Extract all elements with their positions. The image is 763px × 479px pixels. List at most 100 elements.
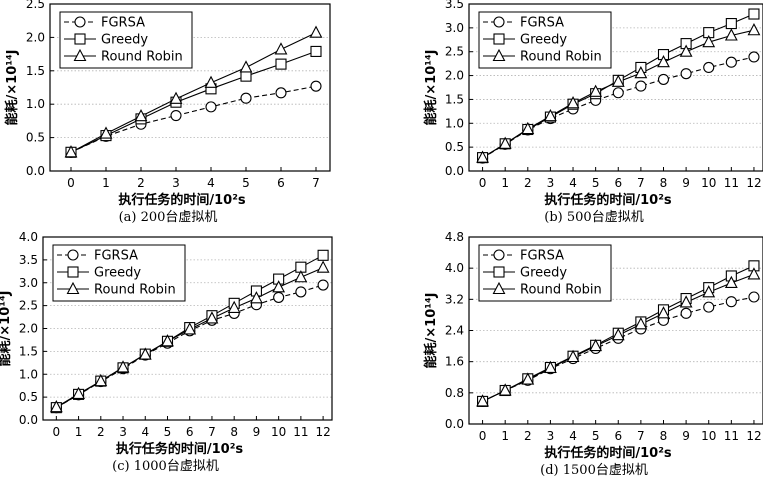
- x-tick-label: 3: [547, 429, 555, 443]
- x-tick-label: 12: [746, 429, 761, 443]
- y-tick-label: 1.5: [445, 92, 464, 106]
- data-point-fgrsa: [273, 291, 285, 303]
- y-tick-label: 2.5: [445, 45, 464, 59]
- data-point-round-robin: [498, 136, 512, 149]
- x-tick-label: 0: [479, 429, 487, 443]
- legend-marker: [67, 266, 79, 278]
- x-tick-label: 2: [524, 429, 532, 443]
- x-tick-label: 5: [242, 176, 250, 190]
- x-tick-label: 5: [592, 176, 600, 190]
- data-point-round-robin: [657, 55, 670, 68]
- x-tick-label: 2: [97, 425, 105, 439]
- data-point-fgrsa: [295, 286, 307, 298]
- y-tick-label: 3.0: [19, 276, 38, 290]
- legend-label: Round Robin: [101, 50, 183, 65]
- y-tick-label: 0.0: [445, 164, 464, 178]
- x-tick-label: 0: [479, 176, 487, 190]
- legend-marker: [74, 33, 86, 45]
- legend-marker: [493, 16, 505, 28]
- data-point-greedy: [317, 249, 329, 261]
- subplot-caption: (d) 1500台虚拟机: [540, 463, 648, 478]
- data-point-round-robin: [138, 347, 152, 360]
- data-point-round-robin: [521, 372, 535, 385]
- legend-marker: [67, 249, 79, 261]
- data-point-fgrsa: [317, 279, 329, 291]
- data-point-round-robin: [544, 108, 557, 122]
- data-point-fgrsa: [748, 291, 760, 303]
- legend: FGRSA Greedy Round Robin: [52, 244, 186, 302]
- data-point-round-robin: [134, 109, 148, 122]
- x-axis-title: 执行任务的时间/10²s: [116, 441, 244, 457]
- data-point-round-robin: [49, 400, 63, 413]
- legend-label: Greedy: [520, 33, 567, 48]
- y-tick-label: 3.5: [19, 253, 38, 267]
- data-point-round-robin: [64, 145, 78, 158]
- plot-frame: [49, 3, 331, 172]
- data-point-fgrsa: [680, 307, 692, 319]
- subplot-caption: (c) 1000台虚拟机: [112, 459, 219, 474]
- data-point-round-robin: [702, 285, 716, 298]
- x-tick-label: 1: [501, 429, 509, 443]
- data-point-round-robin: [679, 44, 693, 57]
- x-tick-label: 4: [569, 176, 577, 190]
- legend-label: Round Robin: [520, 50, 602, 65]
- data-point-greedy: [240, 70, 252, 82]
- series-line-fgrsa: [482, 296, 755, 402]
- x-tick-label: 10: [701, 176, 716, 190]
- data-point-round-robin: [747, 267, 761, 280]
- y-tick-label: 0.5: [26, 131, 45, 145]
- series-line-round-robin: [70, 32, 317, 153]
- data-point-fgrsa: [275, 87, 287, 99]
- x-tick-label: 11: [724, 429, 739, 443]
- data-point-round-robin: [724, 28, 738, 41]
- x-tick-label: 4: [569, 429, 577, 443]
- data-point-round-robin: [316, 260, 330, 273]
- data-point-round-robin: [204, 75, 218, 88]
- data-point-round-robin: [747, 23, 761, 36]
- data-point-round-robin: [724, 275, 738, 289]
- data-point-fgrsa: [725, 56, 737, 68]
- x-tick-label: 6: [186, 425, 194, 439]
- legend-label: FGRSA: [94, 249, 138, 264]
- series-line-fgrsa: [56, 284, 324, 409]
- x-tick-label: 1: [102, 176, 110, 190]
- y-axis-title: 能耗/×10¹⁴J: [4, 50, 20, 126]
- data-point-round-robin: [116, 360, 130, 373]
- data-point-round-robin: [566, 349, 580, 363]
- data-point-round-robin: [476, 394, 489, 407]
- x-tick-label: 12: [746, 176, 761, 190]
- data-point-round-robin: [702, 34, 716, 48]
- x-tick-label: 5: [164, 425, 172, 439]
- y-tick-label: 0.5: [445, 140, 464, 154]
- data-point-round-robin: [498, 383, 512, 396]
- data-point-round-robin: [566, 96, 580, 109]
- legend-label: Greedy: [520, 266, 567, 281]
- data-point-round-robin: [250, 291, 263, 304]
- x-tick-label: 7: [637, 176, 645, 190]
- subplot-caption: (a) 200台虚拟机: [119, 210, 218, 225]
- plot-frame: [42, 236, 333, 421]
- y-tick-label: 3.0: [445, 21, 464, 35]
- x-tick-label: 9: [682, 176, 690, 190]
- legend: FGRSA Greedy Round Robin: [59, 11, 193, 69]
- data-point-round-robin: [657, 306, 670, 319]
- x-tick-label: 3: [172, 176, 180, 190]
- series-line-fgrsa: [482, 56, 755, 159]
- data-point-fgrsa: [612, 87, 624, 99]
- plot-frame: [468, 3, 763, 172]
- x-tick-label: 1: [75, 425, 83, 439]
- x-tick-label: 2: [524, 176, 532, 190]
- data-point-fgrsa: [310, 80, 322, 92]
- data-point-round-robin: [611, 74, 625, 87]
- legend-marker: [493, 33, 505, 45]
- x-tick-label: 5: [592, 429, 600, 443]
- y-tick-label: 0.0: [19, 413, 38, 427]
- data-point-fgrsa: [170, 110, 182, 122]
- data-point-round-robin: [611, 327, 625, 341]
- legend-marker: [493, 266, 505, 278]
- x-axis-title: 执行任务的时间/10²s: [544, 445, 672, 461]
- y-tick-label: 4.0: [19, 230, 38, 244]
- data-point-greedy: [748, 8, 760, 20]
- data-point-round-robin: [294, 270, 308, 283]
